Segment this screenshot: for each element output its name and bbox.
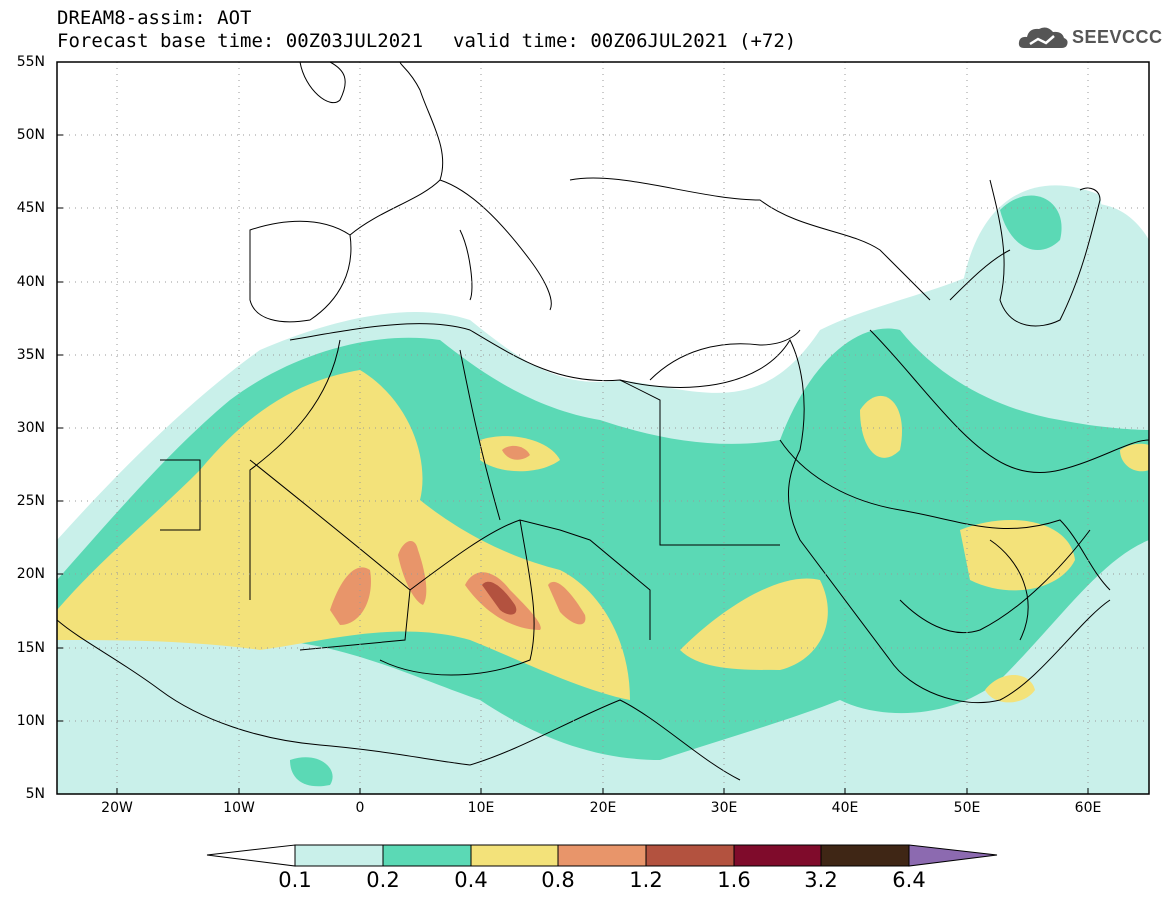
aot-field-yellow: [960, 520, 1075, 591]
graticule: [57, 62, 1149, 794]
aot-field-orange: [548, 581, 586, 625]
base-time: Forecast base time: 00Z03JUL2021: [57, 30, 424, 52]
lon-label: 40E: [831, 800, 859, 816]
logo-text: SEEVCCC: [1072, 27, 1163, 47]
colorbar-label: 0.2: [366, 868, 400, 892]
aot-field-orange: [330, 567, 371, 625]
lat-label: 15N: [16, 640, 45, 656]
lon-label: 30E: [710, 800, 738, 816]
map-title: DREAM8-assim: AOT: [57, 7, 252, 29]
valid-time: valid time: 00Z06JUL2021 (+72): [453, 30, 797, 52]
colorbar-segment: [470, 844, 559, 867]
lat-label: 30N: [16, 420, 45, 436]
colorbar-over-arrow: [908, 844, 998, 867]
aot-field-light: [960, 185, 1102, 330]
seevccc-logo: SEEVCCC: [1016, 22, 1162, 58]
colorbar-segment: [294, 844, 384, 867]
lat-label: 5N: [25, 786, 45, 802]
axis-ticks: [57, 61, 1089, 795]
colorbar-segment: [557, 844, 647, 867]
colorbar-under-arrow: [206, 844, 296, 867]
colorbar-segment: [820, 844, 910, 867]
lat-label: 25N: [16, 493, 45, 509]
colorbar-segment: [645, 844, 735, 867]
lon-label: 0: [355, 800, 365, 816]
colorbar-label: 0.4: [454, 868, 488, 892]
colorbar-label: 0.1: [278, 868, 312, 892]
colorbar-label: 1.2: [629, 868, 663, 892]
aot-field-yellow: [860, 395, 902, 458]
lat-label: 50N: [16, 127, 45, 143]
colorbar-label: 3.2: [804, 868, 838, 892]
lat-label: 10N: [16, 713, 45, 729]
lat-label: 45N: [16, 200, 45, 216]
aot-field-orange: [502, 445, 530, 460]
aot-field-orange: [398, 540, 427, 605]
colorbar-label: 0.8: [541, 868, 575, 892]
colorbar: [206, 844, 998, 867]
lon-label: 20E: [589, 800, 617, 816]
lat-label: 20N: [16, 566, 45, 582]
colorbar-label: 6.4: [892, 868, 926, 892]
aot-field-teal: [290, 757, 333, 787]
aot-field-yellow: [680, 578, 828, 670]
lat-label: 35N: [16, 347, 45, 363]
aot-field-yellow: [985, 675, 1035, 703]
colorbar-segment: [382, 844, 472, 867]
colorbar-segment: [733, 844, 822, 867]
lon-label: 60E: [1074, 800, 1102, 816]
lat-label: 55N: [16, 54, 45, 70]
lon-label: 10W: [223, 800, 255, 816]
colorbar-label: 1.6: [717, 868, 751, 892]
lat-label: 40N: [16, 274, 45, 290]
aot-field-teal: [1000, 195, 1062, 250]
aot-field-brown: [482, 581, 517, 615]
coastlines-and-borders: [57, 62, 1149, 781]
aot-field-yellow: [1120, 443, 1149, 472]
forecast-times: Forecast base time: 00Z03JUL2021 valid ti…: [57, 31, 796, 52]
lon-label: 50E: [953, 800, 981, 816]
lon-label: 10E: [467, 800, 495, 816]
lon-label: 20W: [101, 800, 133, 816]
cloud-logo-icon: [1018, 27, 1068, 48]
